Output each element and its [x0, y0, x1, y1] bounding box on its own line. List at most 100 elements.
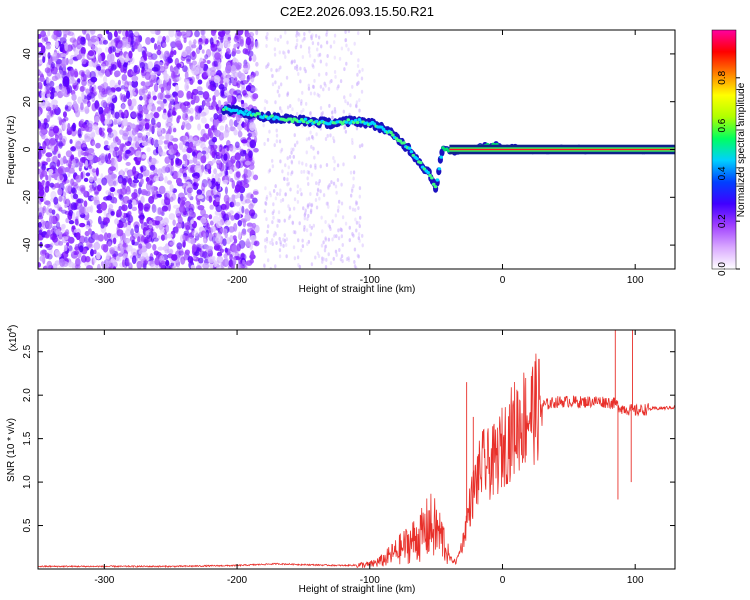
noise-blob [161, 166, 167, 174]
noise-blob [245, 84, 252, 92]
noise-blob [216, 255, 224, 264]
noise-blob [210, 125, 215, 131]
noise-blob [206, 222, 210, 230]
noise-blob [40, 148, 46, 154]
noise-blob [321, 229, 324, 234]
noise-blob [266, 224, 270, 229]
noise-blob [145, 81, 151, 87]
y-tick-label: 1.5 [22, 431, 33, 445]
noise-blob [185, 45, 192, 55]
noise-blob [101, 177, 108, 186]
noise-blob [316, 188, 320, 193]
noise-blob [120, 248, 124, 255]
noise-blob [307, 46, 311, 51]
noise-blob [144, 203, 151, 210]
noise-blob [43, 36, 49, 43]
noise-blob [165, 88, 170, 95]
noise-blob [168, 213, 176, 221]
noise-blob [164, 233, 168, 240]
noise-blob [275, 240, 278, 245]
noise-blob [233, 35, 239, 43]
noise-blob [153, 43, 158, 51]
noise-blob [216, 251, 223, 257]
noise-blob [287, 181, 291, 186]
noise-blob [67, 261, 75, 268]
noise-blob [127, 177, 133, 185]
noise-blob [102, 39, 108, 45]
noise-blob [156, 49, 162, 56]
noise-blob [134, 136, 140, 142]
noise-blob [352, 176, 355, 181]
noise-blob [307, 86, 311, 91]
noise-blob [355, 104, 358, 109]
noise-blob [273, 52, 277, 57]
noise-blob [151, 117, 156, 126]
noise-blob [359, 215, 362, 220]
noise-blob [187, 236, 195, 244]
noise-blob [302, 206, 305, 211]
noise-blob [306, 217, 309, 222]
noise-blob [279, 82, 283, 87]
ridge-core [344, 120, 349, 124]
noise-blob [100, 99, 107, 108]
noise-blob [158, 223, 164, 231]
noise-blob [351, 186, 354, 191]
noise-blob [107, 172, 115, 180]
noise-blob [140, 178, 144, 185]
noise-blob [130, 123, 136, 130]
noise-blob [68, 219, 75, 225]
noise-blob [355, 228, 358, 233]
noise-blob [235, 162, 240, 169]
noise-blob [209, 220, 214, 226]
noise-blob [301, 55, 305, 60]
noise-blob [78, 133, 82, 139]
noise-blob [305, 137, 309, 142]
noise-blob [271, 74, 274, 79]
noise-blob [274, 37, 277, 42]
noise-blob [103, 232, 109, 242]
noise-blob [130, 111, 138, 118]
noise-blob [255, 30, 259, 36]
noise-blob [223, 229, 227, 236]
noise-blob [250, 193, 254, 199]
noise-blob [274, 231, 277, 236]
noise-blob [335, 234, 338, 239]
noise-blob [287, 165, 290, 170]
noise-blob [197, 123, 201, 131]
noise-blob [200, 155, 207, 164]
snr-frame [37, 329, 676, 570]
noise-blob [325, 32, 328, 37]
noise-blob [298, 221, 301, 226]
noise-blob [300, 99, 303, 104]
noise-blob [286, 182, 289, 187]
noise-blob [309, 130, 312, 135]
noise-blob [250, 87, 258, 92]
noise-blob [305, 150, 308, 155]
noise-blob [95, 167, 99, 177]
noise-blob [271, 211, 275, 216]
noise-blob [137, 105, 143, 112]
noise-blob [296, 190, 299, 195]
noise-blob [310, 34, 313, 39]
noise-blob [120, 94, 127, 103]
noise-blob [276, 191, 279, 196]
noise-blob [243, 121, 250, 131]
noise-blob [351, 140, 354, 145]
noise-blob [75, 140, 82, 150]
ridge-core [435, 178, 440, 182]
noise-blob [80, 255, 87, 263]
noise-blob [209, 37, 214, 46]
noise-blob [361, 67, 364, 72]
noise-blob [100, 220, 105, 229]
noise-blob [294, 45, 298, 50]
noise-blob [345, 61, 348, 66]
noise-blob [228, 169, 233, 175]
ridge-core [234, 108, 239, 112]
noise-blob [300, 170, 303, 175]
noise-blob [58, 240, 64, 246]
noise-blob [201, 182, 206, 192]
noise-blob [235, 171, 241, 178]
noise-blob [263, 264, 266, 269]
noise-blob [229, 253, 233, 261]
noise-blob [306, 241, 309, 246]
